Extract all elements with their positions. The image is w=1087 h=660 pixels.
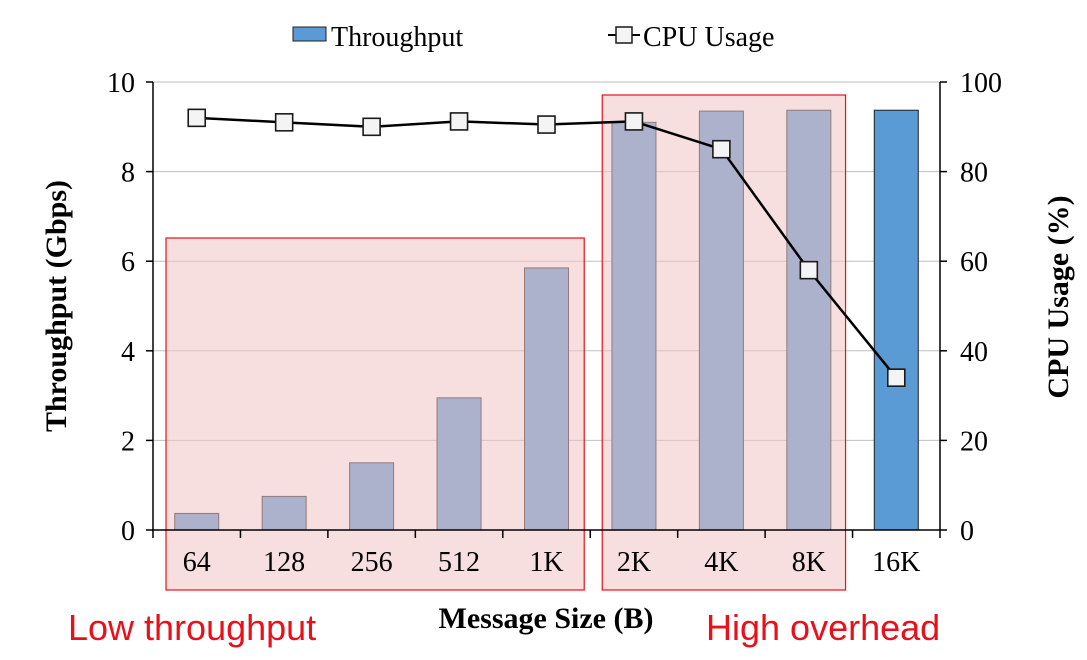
- x-tick-label: 512: [438, 547, 480, 578]
- annotation-low-throughput: Low throughput: [68, 607, 316, 648]
- marker-cpu-usage-1K: [537, 115, 556, 134]
- marker-cpu-usage-64: [187, 108, 207, 128]
- marker-cpu-usage-256: [362, 117, 381, 137]
- y-tick-label: 10: [107, 68, 135, 99]
- y2-tick-label: 0: [960, 516, 974, 547]
- highlight-high-overhead: [601, 94, 847, 591]
- x-tick-label: 2K: [617, 547, 651, 578]
- y-tick-label: 2: [121, 426, 135, 457]
- bar-throughput-16K: [873, 109, 919, 531]
- y-axis-title: Throughput (Gbps): [40, 180, 73, 432]
- annotation-high-overhead: High overhead: [706, 607, 940, 648]
- x-tick-label: 256: [351, 547, 393, 578]
- legend-swatch-throughput: [292, 26, 327, 42]
- legend-label-throughput: Throughput: [331, 22, 463, 53]
- x-tick-label: 8K: [792, 547, 826, 578]
- marker-cpu-usage-2K: [624, 112, 644, 131]
- legend-label-cpu-usage: CPU Usage: [643, 22, 774, 53]
- x-tick-label: 4K: [704, 547, 738, 578]
- marker-cpu-usage-512: [449, 112, 469, 131]
- x-tick-label: 128: [263, 547, 305, 578]
- marker-cpu-usage-4K: [712, 139, 731, 159]
- y2-tick-label: 60: [960, 247, 988, 278]
- y2-tick-label: 40: [960, 337, 988, 368]
- marker-cpu-usage-128: [274, 113, 294, 132]
- y-tick-label: 4: [121, 337, 135, 368]
- x-tick-label: 16K: [872, 547, 920, 578]
- x-tick-label: 64: [183, 547, 211, 578]
- y2-tick-label: 100: [960, 68, 1002, 99]
- y2-tick-label: 20: [960, 426, 988, 457]
- x-tick-label: 1K: [529, 547, 563, 578]
- y2-tick-label: 80: [960, 158, 988, 189]
- x-axis-title: Message Size (B): [439, 602, 654, 635]
- y2-axis-title: CPU Usage (%): [1042, 195, 1075, 398]
- marker-cpu-usage-16K: [886, 368, 906, 387]
- legend-marker-cpu-usage: [615, 26, 633, 44]
- highlight-low-throughput: [165, 237, 585, 591]
- y-tick-label: 0: [121, 516, 135, 547]
- marker-cpu-usage-8K: [799, 260, 819, 280]
- y-tick-label: 8: [121, 158, 135, 189]
- y-tick-label: 6: [121, 247, 135, 278]
